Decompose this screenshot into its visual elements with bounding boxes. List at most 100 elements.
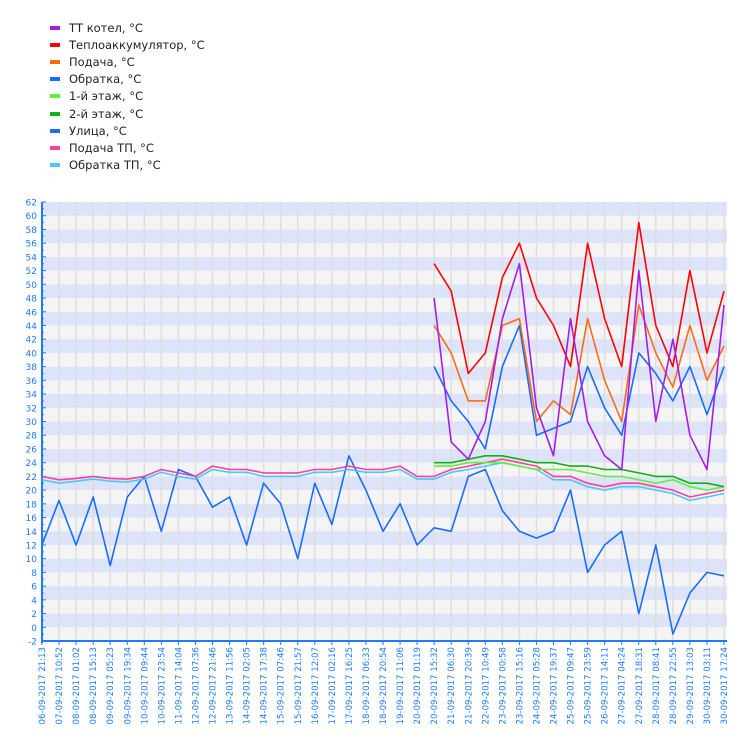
y-tick-label: 14 bbox=[26, 528, 38, 538]
x-tick-label: 30-09-2017 03:11 bbox=[703, 647, 713, 724]
legend-swatch bbox=[50, 94, 60, 99]
y-tick-label: 20 bbox=[26, 487, 38, 497]
y-tick-label: 54 bbox=[26, 253, 38, 263]
x-tick-label: 15-09-2017 07:46 bbox=[277, 647, 287, 724]
legend-swatch bbox=[50, 163, 60, 168]
y-tick-label: 42 bbox=[26, 336, 37, 346]
legend-label: Подача ТП, °C bbox=[69, 140, 154, 155]
series-line bbox=[433, 262, 725, 471]
legend-swatch bbox=[50, 59, 60, 64]
legend-entry: Улица, °C bbox=[50, 122, 205, 139]
legend-label: Обратка ТП, °C bbox=[69, 158, 161, 173]
x-tick-label: 22-09-2017 10:49 bbox=[481, 647, 491, 724]
y-tick-label: 24 bbox=[26, 459, 38, 469]
y-tick-label: 2 bbox=[31, 610, 37, 620]
x-tick-label: 16-09-2017 12:07 bbox=[311, 647, 321, 724]
legend-entry: Подача ТП, °C bbox=[50, 139, 205, 156]
x-tick-label: 24-09-2017 19:37 bbox=[550, 647, 560, 724]
y-tick-label: 52 bbox=[26, 267, 37, 277]
y-tick-label: 22 bbox=[26, 473, 37, 483]
x-tick-label: 15-09-2017 21:57 bbox=[294, 647, 304, 724]
x-tick-label: 27-09-2017 04:24 bbox=[618, 647, 628, 724]
series-line bbox=[434, 455, 725, 488]
x-tick-label: 28-09-2017 22:55 bbox=[669, 647, 679, 724]
x-tick-label: 23-09-2017 00:58 bbox=[498, 647, 508, 724]
y-tick-label: 40 bbox=[26, 349, 38, 359]
x-tick-label: 14-09-2017 02:05 bbox=[243, 647, 253, 724]
y-tick-label: 62 bbox=[26, 199, 37, 209]
legend-label: Обратка, °C bbox=[69, 72, 142, 87]
series-line bbox=[41, 461, 725, 502]
legend-swatch bbox=[50, 145, 60, 150]
x-tick-label: 11-09-2017 14:04 bbox=[174, 647, 184, 724]
x-tick-label: 12-09-2017 07:36 bbox=[191, 647, 201, 724]
y-tick-label: 48 bbox=[26, 295, 38, 305]
x-tick-label: 27-09-2017 18:31 bbox=[635, 647, 645, 724]
x-tick-label: 25-09-2017 09:47 bbox=[567, 647, 577, 724]
x-tick-label: 17-09-2017 16:25 bbox=[345, 647, 355, 724]
x-tick-label: 26-09-2017 14:11 bbox=[601, 647, 611, 724]
legend-entry: Теплоаккумулятор, °C bbox=[50, 36, 205, 53]
y-tick-label: 32 bbox=[26, 404, 37, 414]
legend: ТТ котел, °C Теплоаккумулятор, °C Подача, … bbox=[50, 19, 205, 174]
legend-entry: Обратка ТП, °C bbox=[50, 157, 205, 174]
x-tick-label: 17-09-2017 02:16 bbox=[328, 647, 338, 724]
x-tick-label: 18-09-2017 20:54 bbox=[379, 647, 389, 724]
legend-entry: Обратка, °C bbox=[50, 71, 205, 88]
legend-swatch bbox=[50, 77, 60, 82]
x-tick-label: 12-09-2017 21:46 bbox=[209, 647, 219, 724]
legend-label: Теплоаккумулятор, °C bbox=[69, 37, 205, 52]
x-tick-label: 09-09-2017 05:23 bbox=[106, 647, 116, 724]
y-tick-label: 10 bbox=[26, 555, 38, 565]
series-line bbox=[41, 458, 725, 498]
y-tick-label: 6 bbox=[31, 583, 37, 593]
y-tick-label: 50 bbox=[26, 281, 38, 291]
x-tick-label: 14-09-2017 17:38 bbox=[260, 647, 270, 724]
legend-swatch bbox=[50, 42, 60, 47]
legend-entry: 2-й этаж, °C bbox=[50, 105, 205, 122]
legend-entry: ТТ котел, °C bbox=[50, 19, 205, 36]
legend-label: Подача, °C bbox=[69, 54, 135, 69]
y-tick-label: -2 bbox=[28, 638, 37, 648]
legend-swatch bbox=[50, 111, 60, 116]
y-tick-label: 34 bbox=[26, 391, 38, 401]
legend-swatch bbox=[50, 25, 60, 30]
y-tick-label: 4 bbox=[31, 596, 37, 606]
y-tick-label: 46 bbox=[26, 308, 38, 318]
y-tick-label: 18 bbox=[26, 500, 38, 510]
x-tick-label: 06-09-2017 21:13 bbox=[38, 647, 48, 724]
y-tick-label: 8 bbox=[31, 569, 37, 579]
y-tick-label: 38 bbox=[26, 363, 38, 373]
x-tick-label: 23-09-2017 15:16 bbox=[515, 647, 525, 724]
series-line bbox=[434, 461, 725, 491]
x-tick-label: 13-09-2017 11:56 bbox=[226, 647, 236, 724]
x-tick-label: 10-09-2017 23:54 bbox=[157, 647, 167, 724]
legend-label: 2-й этаж, °C bbox=[69, 106, 144, 121]
legend-label: 1-й этаж, °C bbox=[69, 89, 144, 104]
legend-entry: Подача, °C bbox=[50, 53, 205, 70]
x-tick-label: 20-09-2017 15:32 bbox=[430, 647, 440, 724]
x-tick-label: 24-09-2017 05:28 bbox=[532, 647, 542, 724]
legend-label: ТТ котел, °C bbox=[69, 20, 143, 35]
x-tick-label: 10-09-2017 09:44 bbox=[140, 647, 150, 724]
x-tick-label: 21-09-2017 20:39 bbox=[464, 647, 474, 724]
x-tick-label: 08-09-2017 15:13 bbox=[89, 647, 99, 724]
legend-label: Улица, °C bbox=[69, 123, 127, 138]
x-tick-label: 20-09-2017 01:19 bbox=[413, 647, 423, 724]
y-tick-label: 30 bbox=[26, 418, 38, 428]
x-tick-label: 28-09-2017 08:41 bbox=[652, 647, 662, 724]
x-tick-label: 19-09-2017 11:06 bbox=[396, 647, 406, 724]
y-tick-label: 56 bbox=[26, 240, 38, 250]
x-tick-label: 30-09-2017 17:24 bbox=[720, 647, 730, 724]
x-tick-label: 29-09-2017 13:03 bbox=[686, 647, 696, 724]
y-tick-label: 12 bbox=[26, 541, 37, 551]
x-tick-label: 25-09-2017 23:59 bbox=[584, 647, 594, 724]
series-line bbox=[433, 324, 725, 450]
y-tick-label: 44 bbox=[26, 322, 38, 332]
y-tick-label: 60 bbox=[26, 212, 38, 222]
y-tick-label: 28 bbox=[26, 432, 38, 442]
x-tick-label: 07-09-2017 10:52 bbox=[55, 647, 65, 724]
x-tick-label: 09-09-2017 19:34 bbox=[123, 647, 133, 724]
y-tick-label: 36 bbox=[26, 377, 38, 387]
